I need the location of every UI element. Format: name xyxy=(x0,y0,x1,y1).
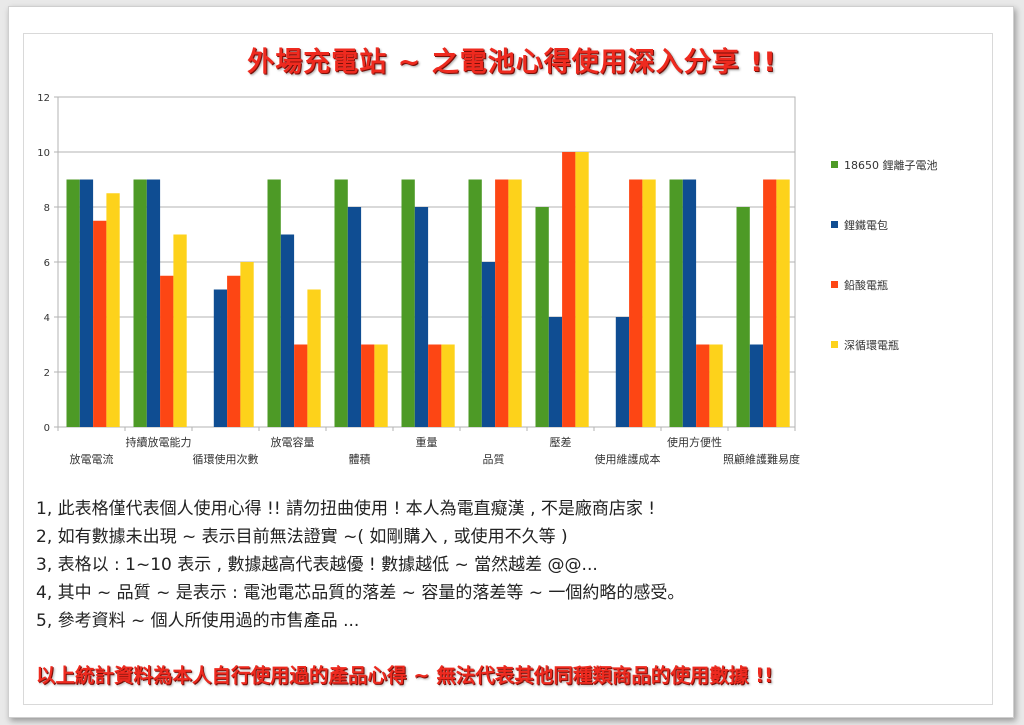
bar xyxy=(709,344,723,427)
bar xyxy=(374,344,388,427)
legend-swatch xyxy=(831,161,838,168)
bar xyxy=(106,193,120,427)
x-tick-label: 品質 xyxy=(483,452,505,466)
x-tick-label: 放電電流 xyxy=(70,452,114,466)
bar xyxy=(508,179,522,427)
bar xyxy=(334,179,348,427)
x-tick-label: 使用維護成本 xyxy=(595,452,661,466)
bar xyxy=(227,275,241,427)
bar xyxy=(562,152,576,427)
bar xyxy=(682,179,697,427)
x-tick-label: 重量 xyxy=(416,435,438,449)
bar xyxy=(428,344,442,427)
y-tick-label: 8 xyxy=(44,203,50,214)
x-tick-label: 體積 xyxy=(349,452,371,466)
bar xyxy=(642,179,656,427)
y-tick-label: 12 xyxy=(37,93,50,104)
x-tick-label: 使用方便性 xyxy=(667,435,722,449)
bar xyxy=(669,179,683,427)
bar xyxy=(240,262,254,427)
bar xyxy=(535,207,549,427)
bar xyxy=(93,220,107,427)
bar xyxy=(441,344,455,427)
legend-swatch xyxy=(831,221,838,228)
y-tick-label: 0 xyxy=(44,423,50,434)
bar xyxy=(548,317,563,427)
bar xyxy=(575,152,589,427)
notes-list: 1, 此表格僅代表個人使用心得 !! 請勿扭曲使用 ! 本人為電直癡漢 , 不是… xyxy=(36,495,936,635)
bar xyxy=(347,207,362,427)
bar xyxy=(307,289,321,427)
x-tick-label: 循環使用次數 xyxy=(193,452,259,466)
bar xyxy=(79,179,94,427)
legend-label: 鋰鐵電包 xyxy=(844,218,888,232)
bar xyxy=(294,344,308,427)
bar xyxy=(776,179,790,427)
note-line: 2, 如有數據未出現 ~ 表示目前無法證實 ~( 如剛購入 , 或使用不久等 ) xyxy=(36,527,568,547)
y-tick-label: 4 xyxy=(44,313,50,324)
bar xyxy=(414,207,429,427)
bar xyxy=(66,179,80,427)
bar xyxy=(736,207,750,427)
note-line: 4, 其中 ~ 品質 ~ 是表示 : 電池電芯品質的落差 ~ 容量的落差等 ~ … xyxy=(36,583,685,603)
y-tick-label: 10 xyxy=(37,148,50,159)
bar xyxy=(629,179,643,427)
legend-label: 深循環電瓶 xyxy=(844,338,899,352)
bar xyxy=(495,179,509,427)
bar xyxy=(615,317,630,427)
bar xyxy=(468,179,482,427)
bar xyxy=(401,179,415,427)
y-tick-label: 6 xyxy=(44,258,50,269)
y-tick-label: 2 xyxy=(44,368,50,379)
legend-label: 鉛酸電瓶 xyxy=(844,278,888,292)
bar xyxy=(481,262,496,427)
bar xyxy=(696,344,710,427)
bar xyxy=(280,234,295,427)
legend-label: 18650 鋰離子電池 xyxy=(844,158,938,172)
bar xyxy=(160,275,174,427)
bar xyxy=(146,179,161,427)
note-line: 5, 參考資料 ~ 個人所使用過的市售產品 ... xyxy=(36,611,360,631)
bar xyxy=(173,234,187,427)
bar xyxy=(749,344,764,427)
bar xyxy=(133,179,147,427)
chart-title: 外場充電站 ~ 之電池心得使用深入分享 !! xyxy=(247,47,777,78)
bar xyxy=(763,179,777,427)
x-tick-label: 壓差 xyxy=(550,435,572,449)
bar xyxy=(213,289,228,427)
x-tick-label: 放電容量 xyxy=(271,435,315,449)
bar xyxy=(361,344,375,427)
note-line: 3, 表格以 : 1~10 表示 , 數據越高代表越優 ! 數據越低 ~ 當然越… xyxy=(36,555,598,575)
footer-disclaimer: 以上統計資料為本人自行使用過的產品心得 ~ 無法代表其他同種類商品的使用數據 !… xyxy=(36,664,773,687)
legend-swatch xyxy=(831,281,838,288)
x-tick-label: 照顧維護難易度 xyxy=(723,452,800,466)
bar xyxy=(267,179,281,427)
legend-swatch xyxy=(831,341,838,348)
x-tick-label: 持續放電能力 xyxy=(126,435,192,449)
note-line: 1, 此表格僅代表個人使用心得 !! 請勿扭曲使用 ! 本人為電直癡漢 , 不是… xyxy=(36,499,656,519)
